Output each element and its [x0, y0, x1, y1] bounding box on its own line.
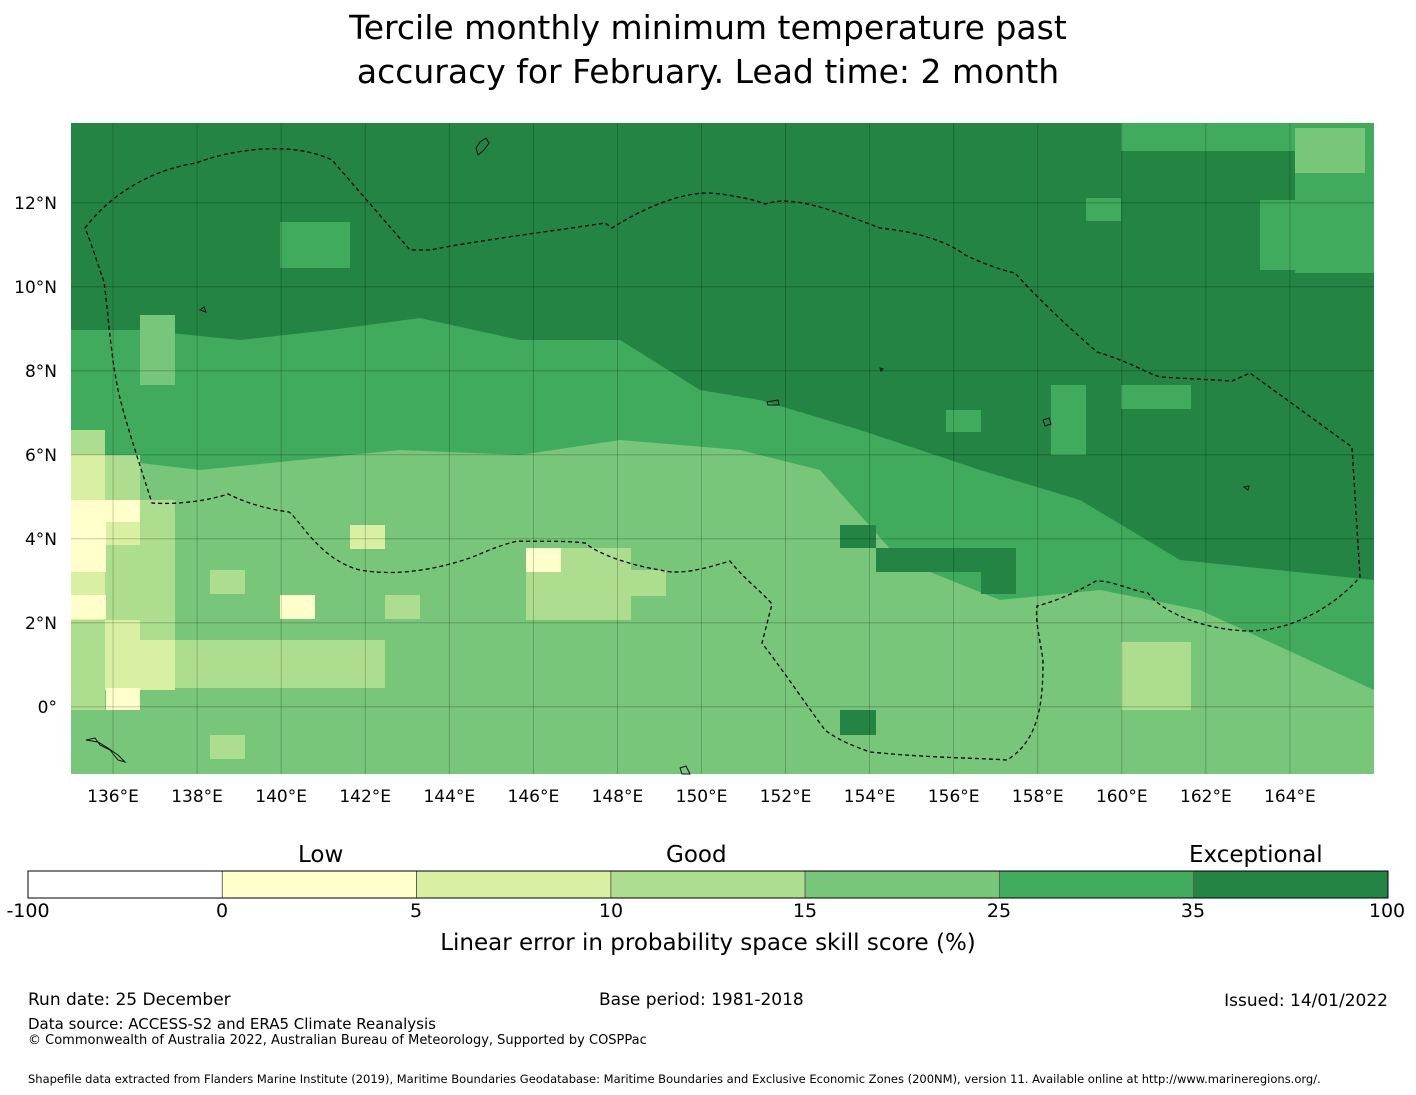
cbar-label-1: 0 — [215, 900, 229, 922]
island-s — [679, 765, 691, 775]
colorbar-axis-label: Linear error in probability space skill … — [440, 930, 976, 956]
patch-good-low-3 — [1121, 642, 1191, 710]
colorbar-segment — [804, 870, 1000, 899]
lon-tick-label: 160°E — [1096, 787, 1148, 807]
lon-tick-label: 140°E — [255, 787, 307, 807]
patch-e-2 — [1051, 385, 1086, 455]
patch-ne-3 — [1295, 128, 1365, 173]
lat-tick-label: 0° — [38, 698, 57, 718]
patch-good-low-2 — [631, 570, 666, 596]
lat-tick-label: 8°N — [25, 362, 57, 382]
lon-tick-label: 158°E — [1012, 787, 1064, 807]
patch-exc-2 — [840, 710, 876, 735]
patch-e-1 — [1121, 385, 1191, 409]
title-line-1: Tercile monthly minimum temperature past — [349, 8, 1067, 47]
gridlines — [71, 123, 1374, 774]
legend-category-good: Good — [666, 842, 727, 868]
coastlines — [85, 137, 1250, 775]
legend-category-low: Low — [298, 842, 344, 868]
lat-tick-label: 2°N — [25, 614, 57, 634]
colorbar-segment — [416, 870, 612, 899]
patch-w-1 — [71, 385, 106, 409]
patch-ne-4 — [1260, 200, 1320, 270]
cbar-label-5: 25 — [986, 900, 1012, 922]
issued-date: Issued: 14/01/2022 — [1224, 991, 1388, 1011]
lat-ticks: 12°N 10°N 8°N 6°N 4°N 2°N 0° — [14, 194, 57, 718]
island-guam — [475, 137, 490, 156]
run-date: Run date: 25 December — [28, 990, 231, 1010]
region-low-west-c — [71, 500, 106, 572]
patch-good-low-w2 — [210, 570, 245, 594]
colorbar-segment — [221, 870, 417, 899]
patch-exc-1 — [840, 525, 876, 548]
region-low-west-e — [106, 500, 140, 522]
copyright: © Commonwealth of Australia 2022, Austra… — [28, 1033, 647, 1048]
lon-tick-label: 136°E — [87, 787, 139, 807]
patch-good-low-w4 — [210, 735, 245, 759]
lon-ticks: 136°E 138°E 140°E 142°E 144°E 146°E 148°E 150°E… — [87, 787, 1316, 807]
lon-tick-label: 152°E — [760, 787, 812, 807]
skill-grid — [71, 123, 1374, 774]
colorbar-segment — [999, 870, 1195, 899]
lat-tick-label: 4°N — [25, 530, 57, 550]
lon-tick-label: 162°E — [1180, 787, 1232, 807]
lon-tick-label: 142°E — [339, 787, 391, 807]
lat-tick-label: 12°N — [14, 194, 57, 214]
region-low-west-d — [71, 595, 106, 619]
colorbar-segment — [27, 870, 223, 899]
patch-good-low-w — [175, 640, 385, 688]
region-low-central — [526, 548, 561, 572]
region-good-mid — [71, 440, 1374, 774]
region-low-west-g — [280, 595, 315, 619]
colorbar-segment — [1193, 870, 1389, 899]
colorbar — [27, 870, 1389, 899]
cbar-label-7: 100 — [1368, 900, 1406, 922]
lon-tick-label: 138°E — [171, 787, 223, 807]
coast-new-guinea — [85, 737, 127, 764]
patch-ne-5 — [1086, 198, 1121, 221]
lat-tick-label: 6°N — [25, 446, 57, 466]
data-source: Data source: ACCESS-S2 and ERA5 Climate … — [28, 1015, 436, 1033]
region-low-west-f — [106, 688, 140, 710]
island-chuuk — [766, 399, 780, 406]
colorbar-segment — [610, 870, 806, 899]
patch-e-3 — [946, 410, 981, 432]
cbar-label-4: 15 — [792, 900, 818, 922]
patch-exc-3 — [876, 548, 1016, 572]
island-kosrae — [1242, 485, 1250, 491]
lon-tick-label: 150°E — [676, 787, 728, 807]
shapefile-credit: Shapefile data extracted from Flanders M… — [28, 1072, 1321, 1086]
patch-good-low-w3 — [385, 595, 420, 619]
patch-good-mid-w — [140, 315, 175, 385]
cbar-label-2: 5 — [409, 900, 423, 922]
lon-tick-label: 146°E — [508, 787, 560, 807]
lon-tick-label: 156°E — [928, 787, 980, 807]
lon-tick-label: 144°E — [423, 787, 475, 807]
lon-tick-label: 148°E — [592, 787, 644, 807]
cbar-label-6: 35 — [1180, 900, 1206, 922]
legend-category-exceptional: Exceptional — [1189, 842, 1323, 868]
chart-title: Tercile monthly minimum temperature past… — [0, 6, 1416, 94]
base-period: Base period: 1981-2018 — [599, 990, 804, 1010]
patch-d9-1 — [350, 525, 385, 549]
cbar-label-3: 10 — [598, 900, 624, 922]
island-w — [198, 306, 207, 313]
cbar-label-0: -100 — [6, 900, 50, 922]
patch-n-1 — [280, 222, 350, 268]
island-pohnpei — [1042, 417, 1052, 427]
lon-tick-label: 164°E — [1264, 787, 1316, 807]
patch-ne-1 — [1121, 123, 1295, 151]
eez-boundary — [84, 148, 1361, 761]
lon-tick-label: 154°E — [844, 787, 896, 807]
island-e — [879, 367, 884, 372]
patch-exc-4 — [981, 572, 1016, 594]
title-line-2: accuracy for February. Lead time: 2 mont… — [356, 52, 1060, 91]
lat-tick-label: 10°N — [14, 278, 57, 298]
colorbar-border — [27, 870, 1389, 899]
